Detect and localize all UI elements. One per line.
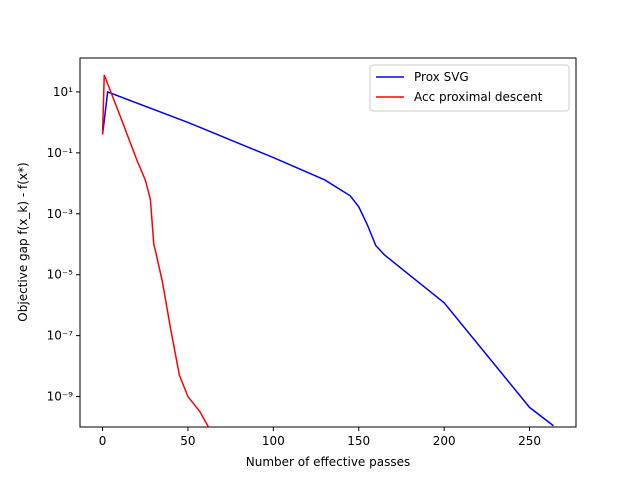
legend-label: Prox SVG	[414, 70, 469, 84]
x-tick-label: 0	[99, 434, 107, 448]
x-tick-label: 150	[347, 434, 370, 448]
y-tick-label: 10⁻¹	[47, 146, 74, 160]
x-tick-label: 50	[180, 434, 195, 448]
legend-box	[369, 64, 570, 112]
y-tick-label: 10¹	[53, 85, 73, 99]
x-tick-label: 100	[262, 434, 285, 448]
y-axis-label: Objective gap f(x_k) - f(x*)	[16, 162, 30, 321]
y-tick-label: 10⁻³	[47, 207, 74, 221]
x-axis-label: Number of effective passes	[246, 455, 410, 469]
series-line	[101, 90, 554, 427]
series-line	[101, 74, 210, 427]
y-tick-label: 10⁻⁵	[47, 268, 74, 282]
legend-label: Acc proximal descent	[414, 90, 543, 104]
y-tick-label: 10⁻⁷	[47, 329, 74, 343]
y-tick-label: 10⁻⁹	[47, 390, 74, 404]
plot-area	[79, 57, 577, 428]
lines	[101, 74, 554, 427]
x-tick-label: 200	[433, 434, 456, 448]
x-tick-label: 250	[518, 434, 541, 448]
